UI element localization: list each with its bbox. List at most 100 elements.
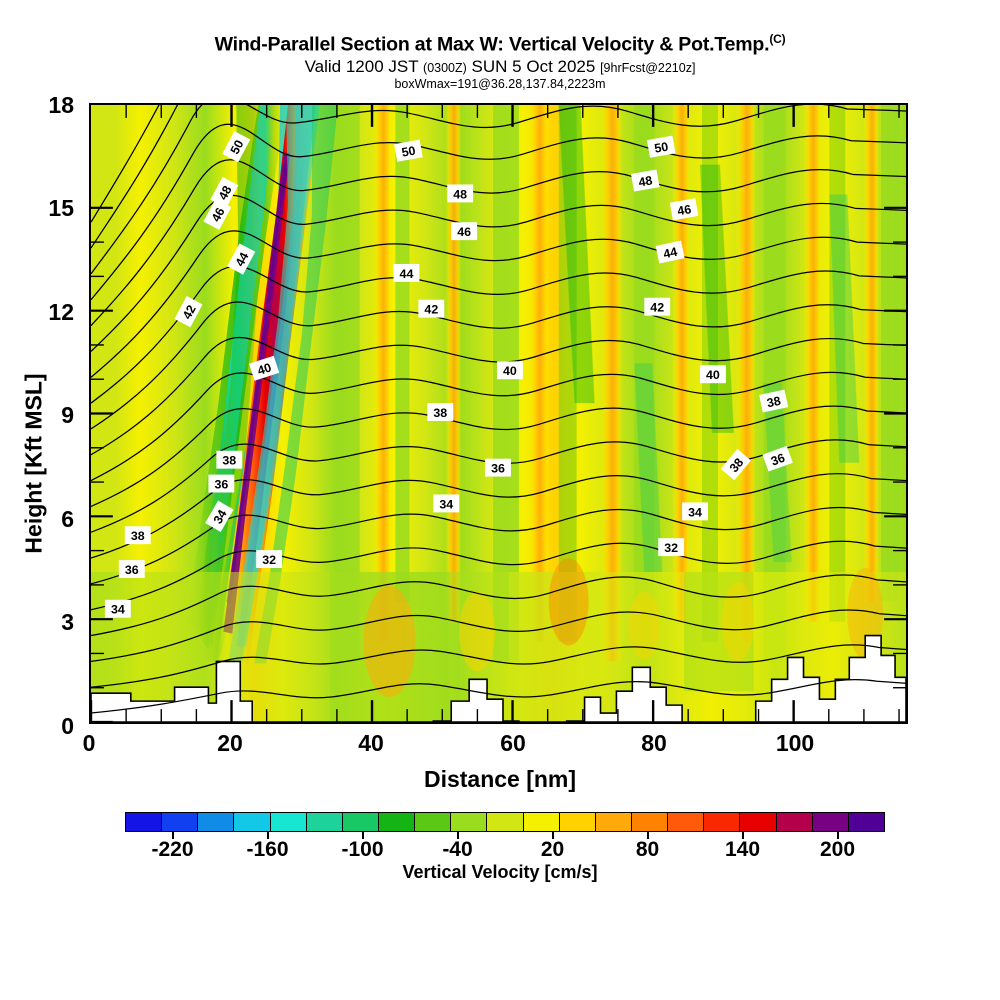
chart-title-text: Wind-Parallel Section at Max W: Vertical… — [214, 33, 770, 56]
y-tick-0: 0 — [61, 713, 74, 739]
svg-text:46: 46 — [209, 205, 228, 224]
subtitle-boxwmax: boxWmax=191@36.28,137.84,2223m — [394, 76, 606, 91]
contour-label: 34 — [433, 494, 460, 513]
colorbar-swatch-4 — [270, 813, 307, 831]
colorbar-swatch-13 — [595, 813, 632, 831]
y-tick-3: 3 — [61, 609, 74, 635]
x-tick-80: 80 — [641, 730, 667, 756]
colorbar-tick-label-0: -220 — [151, 838, 194, 861]
contour-label: 38 — [216, 450, 243, 469]
subtitle-forecast: [9hrFcst@2210z] — [600, 60, 696, 75]
colorbar-tick-0 — [171, 832, 174, 839]
svg-text:34: 34 — [111, 603, 125, 617]
colorbar-tick-label-1: -160 — [246, 838, 289, 861]
subtitle-valid: Valid 1200 JST — [304, 56, 419, 76]
svg-text:48: 48 — [637, 173, 653, 189]
x-axis-title: Distance [nm] — [423, 766, 577, 792]
contour-label: 32 — [256, 550, 283, 568]
svg-text:44: 44 — [400, 267, 414, 281]
x-tick-40: 40 — [358, 730, 384, 756]
colorbar-tick-label-5: 80 — [635, 838, 660, 861]
x-tick-60: 60 — [500, 730, 526, 756]
svg-text:32: 32 — [664, 541, 678, 555]
svg-text:34: 34 — [688, 505, 702, 519]
x-tick-100: 100 — [775, 730, 815, 756]
colorbar-swatch-3 — [234, 813, 271, 831]
colorbar-swatch-15 — [668, 813, 705, 831]
colorbar-tick-label-4: 20 — [540, 838, 565, 861]
colorbar-swatch-2 — [198, 813, 235, 831]
svg-text:38: 38 — [433, 406, 447, 420]
svg-text:44: 44 — [233, 250, 252, 269]
svg-text:40: 40 — [503, 364, 517, 378]
colorbar-swatch-1 — [162, 813, 199, 831]
colorbar-swatch-5 — [306, 813, 343, 831]
svg-text:48: 48 — [216, 183, 235, 202]
subtitle-utc: (0300Z) — [423, 60, 467, 75]
svg-text:46: 46 — [676, 202, 692, 218]
x-tick-20: 20 — [217, 730, 243, 756]
colorbar-swatch-9 — [451, 813, 488, 831]
contour-label: 36 — [208, 474, 235, 493]
colorbar-swatch-18 — [776, 813, 813, 831]
contour-label: 42 — [644, 297, 671, 316]
contour-label: 32 — [658, 538, 685, 557]
colorbar-tick-2 — [361, 832, 364, 839]
contour-label: 36 — [485, 458, 511, 477]
svg-text:36: 36 — [125, 563, 139, 577]
cross-section-field: 38 36 34 50 48 46 44 42 34 38 36 — [91, 105, 906, 722]
chart-subtitle: Valid 1200 JST (0300Z) SUN 5 Oct 2025 [9… — [0, 57, 1000, 78]
colorbar-tick-label-6: 140 — [724, 838, 761, 861]
colorbar-tick-label-7: 200 — [819, 838, 856, 861]
contour-label: 42 — [418, 299, 445, 318]
colorbar-tick-4 — [551, 832, 554, 839]
colorbar-swatch-20 — [848, 813, 884, 831]
colorbar-swatch-16 — [704, 813, 741, 831]
svg-text:46: 46 — [457, 225, 471, 239]
svg-text:32: 32 — [262, 553, 276, 567]
contour-label: 38 — [427, 403, 454, 421]
svg-text:38: 38 — [766, 394, 783, 411]
contour-label: 46 — [451, 222, 478, 241]
colorbar-title: Vertical Velocity [cm/s] — [402, 862, 598, 882]
contour-label: 38 — [124, 526, 151, 545]
svg-text:50: 50 — [401, 144, 417, 160]
colorbar-tick-3 — [456, 832, 459, 839]
contour-label: 36 — [118, 560, 145, 578]
chart-title: Wind-Parallel Section at Max W: Vertical… — [0, 28, 1000, 56]
colorbar: -220 -160 -100 -40 20 80 140 200 — [0, 808, 1000, 908]
colorbar-tick-label-3: -40 — [442, 838, 473, 861]
copyright-mark: (C) — [769, 32, 786, 46]
svg-text:48: 48 — [453, 187, 467, 201]
colorbar-swatch-17 — [740, 813, 777, 831]
svg-text:42: 42 — [424, 303, 438, 317]
contour-label: 40 — [497, 361, 523, 380]
svg-text:34: 34 — [439, 497, 453, 511]
svg-text:44: 44 — [662, 245, 679, 262]
svg-text:38: 38 — [131, 529, 145, 543]
colorbar-swatch-12 — [559, 813, 596, 831]
colorbar-ticks — [0, 832, 1000, 840]
colorbar-tick-5 — [646, 832, 649, 839]
contour-label: 44 — [393, 263, 420, 282]
svg-text:36: 36 — [491, 462, 505, 476]
svg-text:38: 38 — [222, 454, 236, 468]
y-tick-12: 12 — [48, 299, 74, 325]
plot-area: 38 36 34 50 48 46 44 42 34 38 36 — [89, 103, 908, 724]
contour-label: 40 — [700, 365, 726, 384]
svg-text:42: 42 — [650, 301, 664, 315]
svg-text:40: 40 — [706, 368, 720, 382]
colorbar-swatch-6 — [342, 813, 379, 831]
colorbar-tick-label-2: -100 — [341, 838, 384, 861]
y-tick-15: 15 — [48, 195, 74, 221]
svg-text:42: 42 — [180, 303, 199, 322]
colorbar-swatch-0 — [126, 813, 163, 831]
svg-text:50: 50 — [228, 138, 247, 157]
colorbar-tick-1 — [266, 832, 269, 839]
svg-text:50: 50 — [653, 140, 669, 156]
y-tick-18: 18 — [48, 92, 74, 118]
colorbar-tick-7 — [836, 832, 839, 839]
colorbar-swatch-11 — [523, 813, 560, 831]
subtitle-date: SUN 5 Oct 2025 — [471, 56, 596, 76]
